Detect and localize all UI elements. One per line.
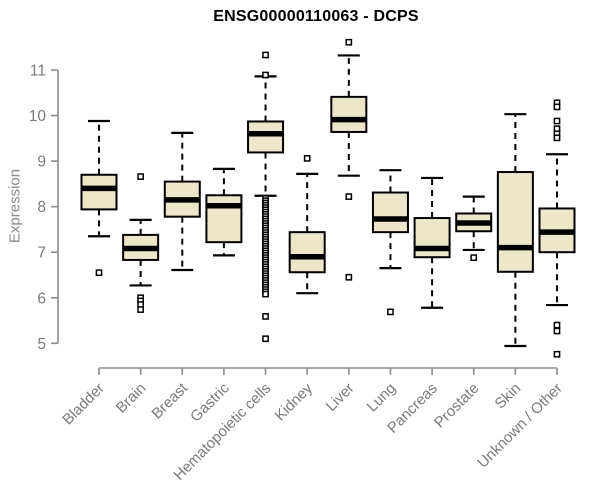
outlier-point bbox=[387, 308, 394, 316]
x-category-label-liver: Liver bbox=[323, 380, 358, 415]
boxplot-hematopoietic-cells bbox=[247, 51, 285, 343]
boxplot-unknown-other bbox=[538, 99, 576, 358]
outlier-point bbox=[553, 327, 561, 335]
outlier-point bbox=[137, 173, 144, 180]
boxplot-bladder bbox=[80, 119, 118, 277]
outlier-point bbox=[262, 335, 269, 343]
boxplot-skin bbox=[496, 113, 534, 348]
y-tick-label: 5 bbox=[37, 336, 46, 353]
x-category-label-lung: Lung bbox=[364, 380, 400, 416]
outlier-point bbox=[262, 290, 269, 298]
boxplot-gastric bbox=[205, 167, 243, 257]
x-category-label-bladder: Bladder bbox=[59, 380, 108, 429]
boxplot-pancreas bbox=[413, 176, 451, 309]
outlier-point bbox=[553, 103, 561, 111]
x-category-label-breast: Breast bbox=[148, 379, 191, 422]
outlier-point bbox=[345, 38, 353, 46]
outlier-point bbox=[553, 321, 561, 329]
boxplot-breast bbox=[163, 131, 201, 272]
y-tick-label: 6 bbox=[37, 290, 46, 307]
outlier-point bbox=[553, 117, 561, 125]
boxplot-kidney bbox=[288, 155, 326, 295]
x-category-label-brain: Brain bbox=[113, 380, 150, 417]
outlier-point bbox=[345, 193, 353, 200]
outlier-point bbox=[470, 254, 478, 262]
x-category-label-kidney: Kidney bbox=[272, 379, 317, 424]
y-tick-label: 8 bbox=[37, 199, 46, 216]
y-tick-label: 11 bbox=[30, 63, 46, 80]
y-tick-label: 7 bbox=[37, 245, 46, 262]
outlier-point bbox=[262, 51, 269, 59]
y-tick-label: 9 bbox=[37, 154, 46, 171]
y-tick-label: 10 bbox=[29, 108, 47, 125]
boxplot-prostate bbox=[455, 195, 493, 262]
outlier-point bbox=[137, 306, 144, 313]
outlier-point bbox=[553, 350, 561, 358]
boxplot-liver bbox=[330, 38, 368, 281]
outlier-point bbox=[553, 134, 561, 142]
outlier-point bbox=[262, 313, 269, 320]
boxplot-lung bbox=[371, 169, 409, 316]
x-category-label-skin: Skin bbox=[492, 380, 525, 413]
y-axis: 5 6 7 8 9 10 11 bbox=[29, 63, 59, 353]
chart-title: ENSG00000110063 - DCPS bbox=[213, 8, 419, 25]
boxplot-brain bbox=[122, 173, 160, 313]
outlier-point bbox=[303, 155, 311, 162]
outlier-point bbox=[262, 71, 269, 79]
x-category-label-prostate: Prostate bbox=[431, 380, 483, 432]
outlier-point bbox=[345, 273, 353, 281]
outlier-point bbox=[95, 269, 103, 277]
